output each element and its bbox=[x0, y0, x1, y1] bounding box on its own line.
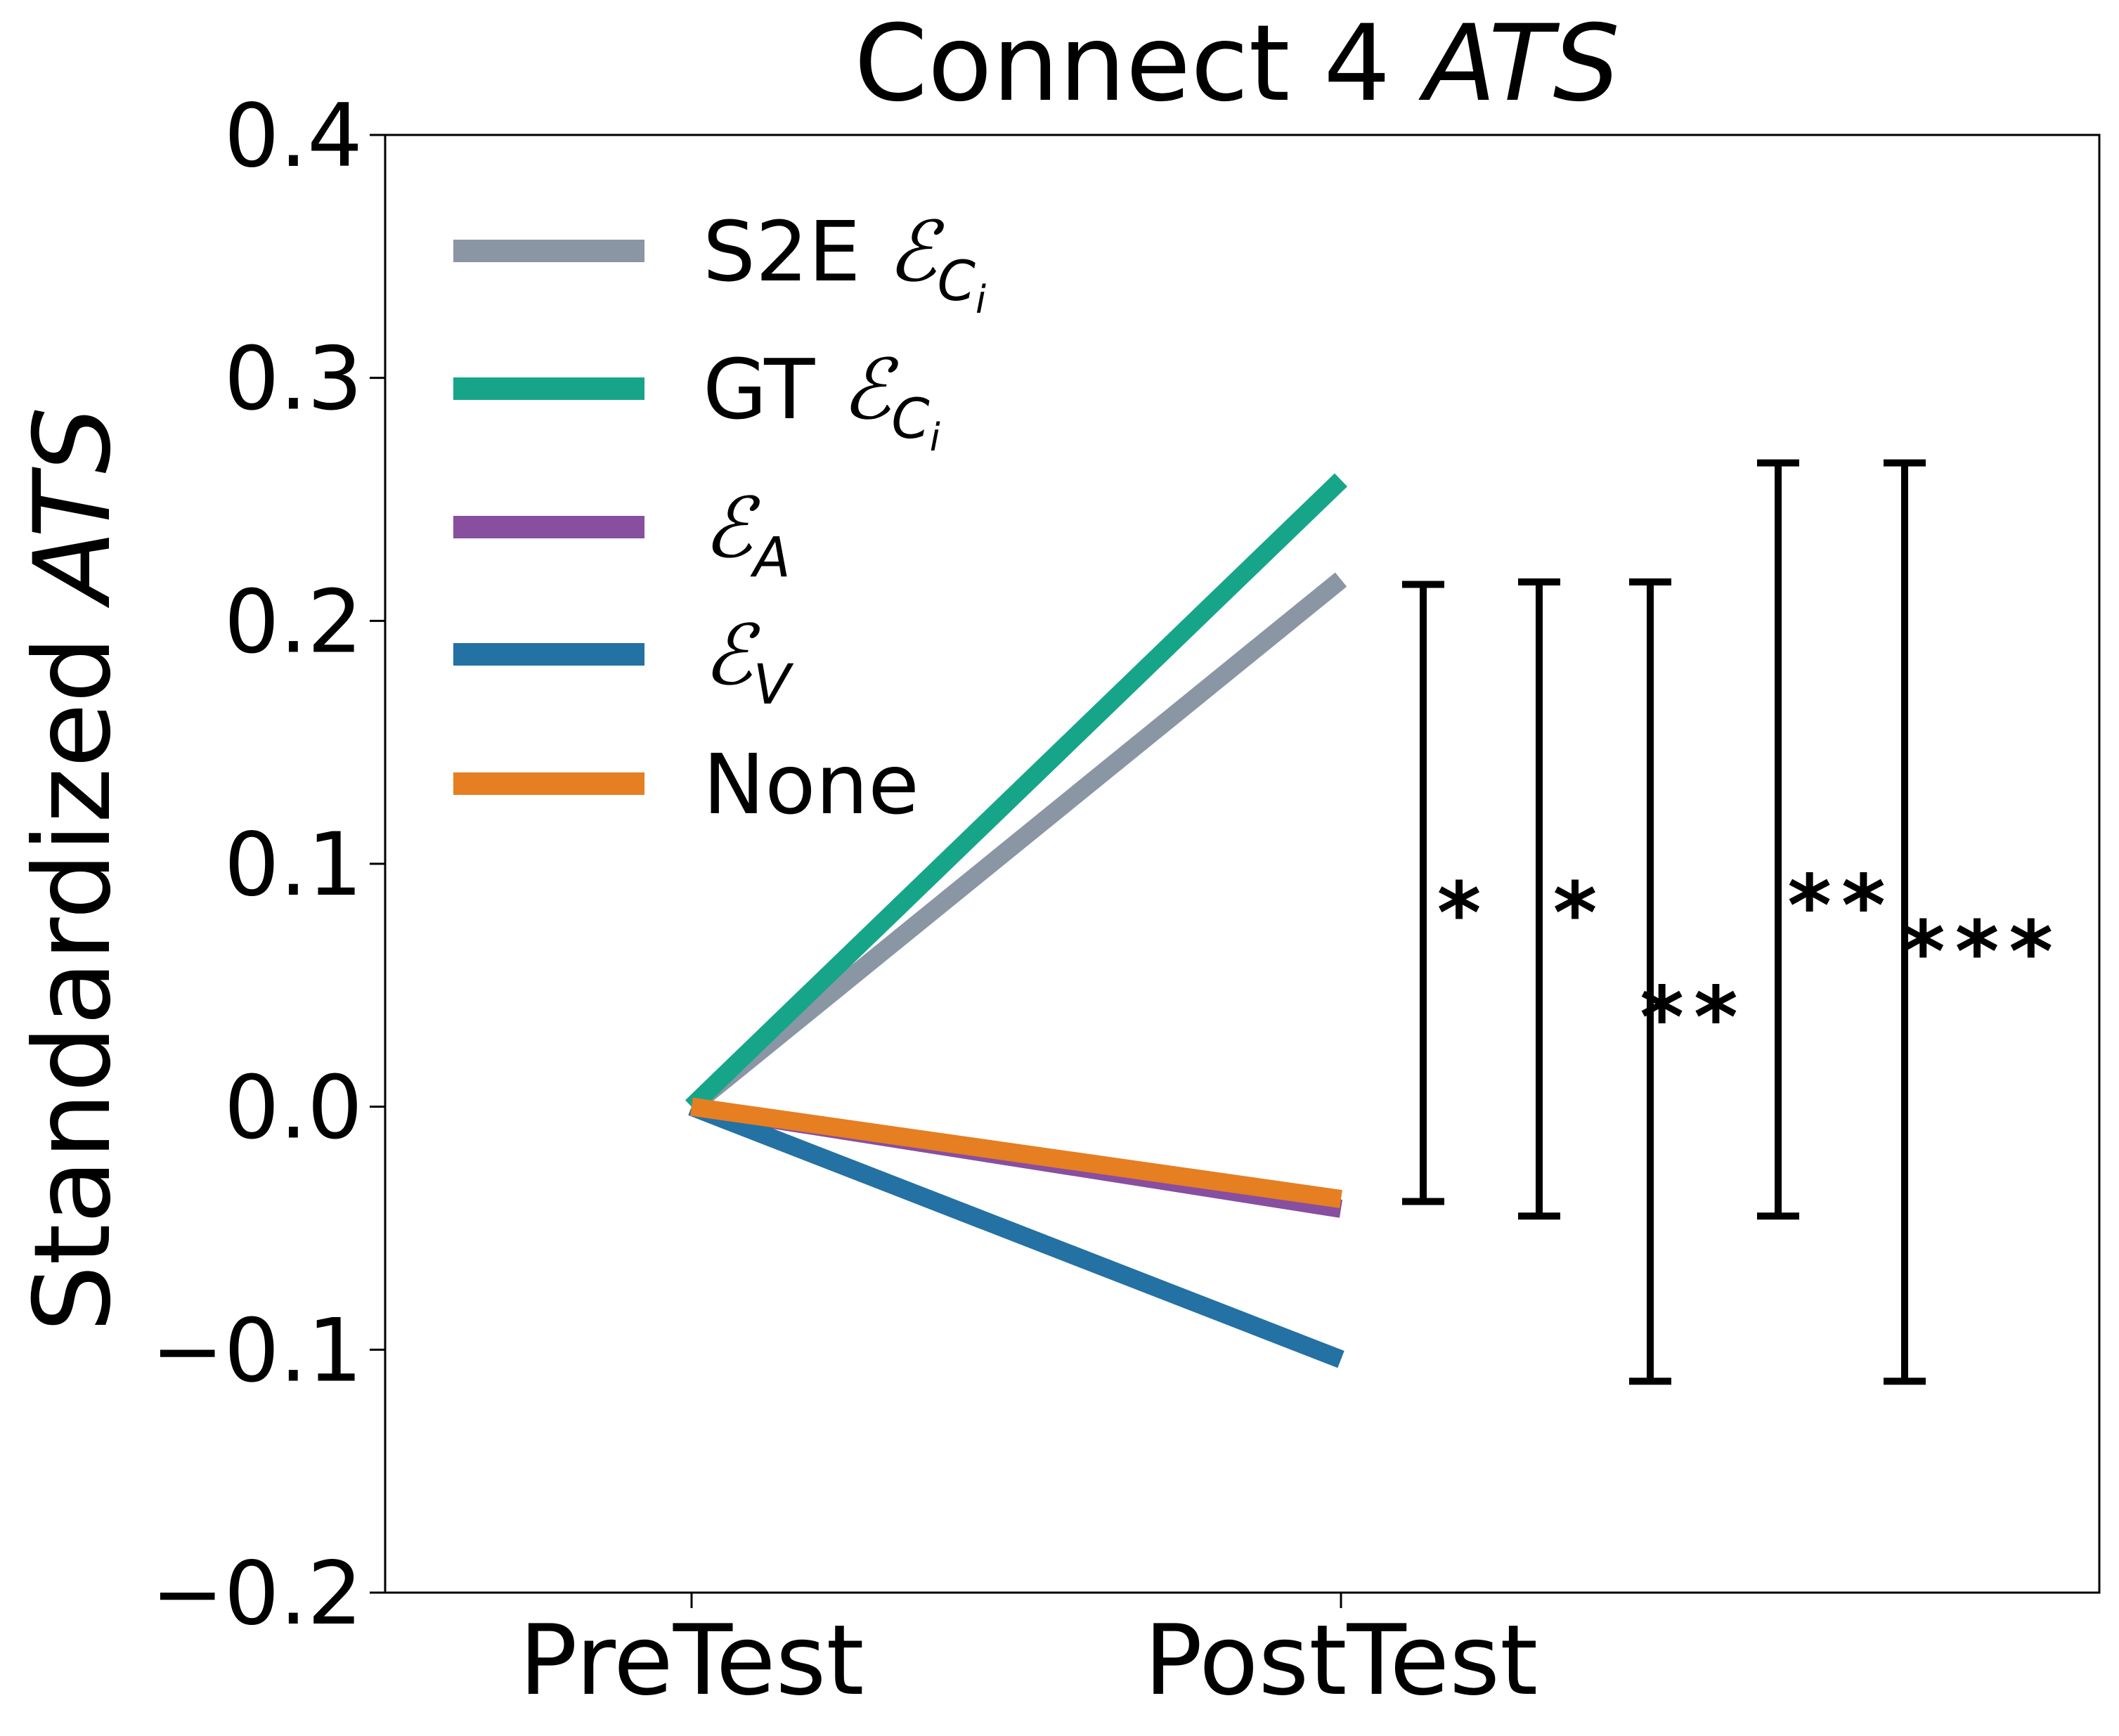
y-tick-label: −0.2 bbox=[151, 1543, 363, 1645]
chart-title-italic: ATS bbox=[1418, 3, 1620, 125]
series-line-s2e bbox=[685, 572, 1347, 1114]
significance-label: * bbox=[1553, 865, 1607, 963]
legend-name: S2E bbox=[703, 203, 887, 300]
legend-name: GT bbox=[703, 341, 841, 438]
legend-subscript: A bbox=[749, 526, 790, 590]
y-tick-label: 0.3 bbox=[224, 329, 363, 430]
significance-label: ** bbox=[1787, 857, 1896, 955]
y-tick-label: 0.1 bbox=[224, 815, 363, 916]
axes: −0.2 −0.1 0.0 0.1 0.2 0.3 0.4 PreTest PostTest bbox=[151, 86, 2101, 1717]
y-axis-label-italic: ATS bbox=[12, 407, 134, 609]
series-line-gt bbox=[685, 473, 1348, 1114]
legend-subscript: C bbox=[891, 388, 930, 451]
legend-label-gt: GT ℰCi bbox=[703, 341, 940, 460]
legend-symbol: ℰ bbox=[703, 479, 760, 576]
legend-label-s2e: S2E ℰCi bbox=[703, 203, 986, 322]
significance-brackets: * ***** *** bbox=[1402, 459, 2063, 1385]
series-lines bbox=[685, 473, 1348, 1368]
y-tick-label: −0.1 bbox=[151, 1300, 363, 1401]
legend-symbol: ℰ bbox=[703, 607, 760, 704]
y-axis-label: Standardized ATS bbox=[12, 407, 134, 1333]
significance-label: * bbox=[1437, 865, 1491, 963]
legend-subscript: C bbox=[938, 250, 976, 313]
x-tick-label: PostTest bbox=[1144, 1604, 1538, 1717]
significance-label: ** bbox=[1640, 969, 1748, 1067]
chart-title-text: Connect 4 bbox=[854, 3, 1390, 125]
x-tick-label: PreTest bbox=[519, 1604, 864, 1717]
y-tick-label: 0.4 bbox=[224, 86, 363, 187]
significance-label: *** bbox=[1901, 904, 2063, 1002]
series-line-ev bbox=[688, 1098, 1344, 1368]
legend-label-ea: ℰA bbox=[703, 479, 791, 590]
legend-subscript: V bbox=[753, 654, 793, 717]
legend-label-none: None bbox=[703, 736, 919, 833]
y-tick-label: 0.2 bbox=[224, 571, 363, 673]
legend-symbol: ℰ bbox=[841, 341, 899, 438]
legend-subsubscript: i bbox=[976, 278, 986, 322]
y-axis-label-text: Standardized bbox=[12, 636, 134, 1332]
legend-symbol: ℰ bbox=[887, 203, 945, 300]
legend-label-ev: ℰV bbox=[703, 607, 793, 717]
legend-name: None bbox=[703, 736, 919, 833]
legend-subsubscript: i bbox=[930, 415, 940, 460]
y-tick-label: 0.0 bbox=[224, 1058, 363, 1159]
chart-title: Connect 4 ATS bbox=[854, 3, 1620, 125]
series-line-none bbox=[690, 1097, 1342, 1208]
